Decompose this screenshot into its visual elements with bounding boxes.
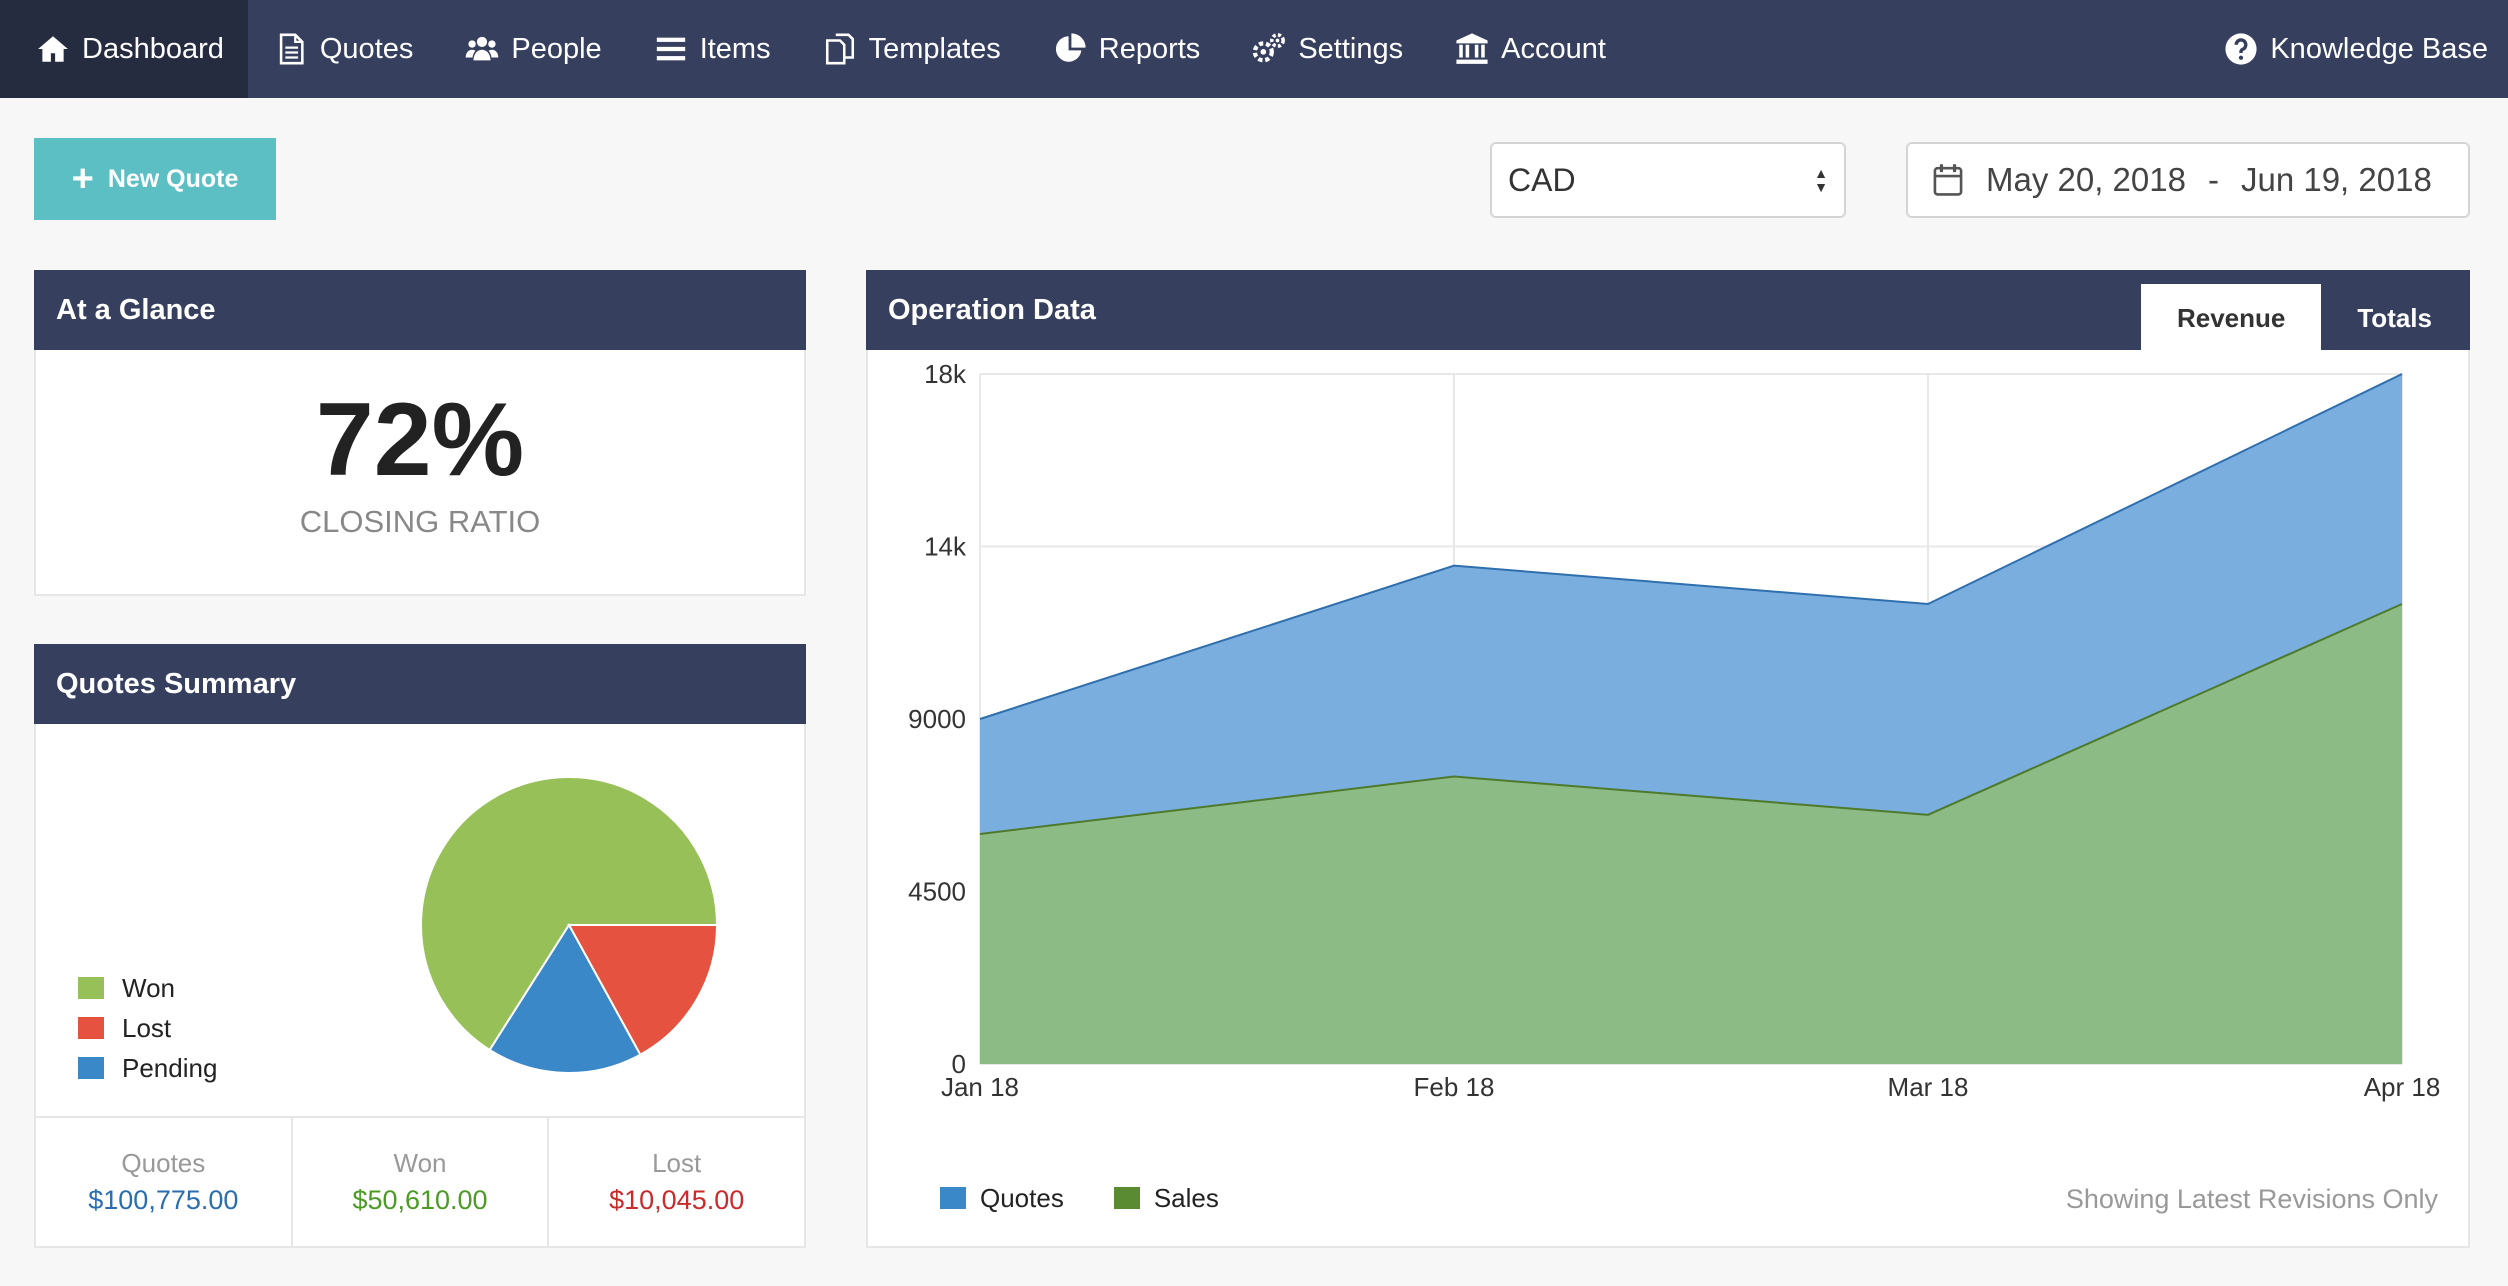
stat-won: Won $50,610.00: [293, 1118, 550, 1246]
area-quotes: [980, 374, 2402, 834]
legend-swatch: [1113, 1187, 1140, 1209]
legend-label: Pending: [122, 1052, 218, 1083]
nav-item-label: Items: [699, 32, 771, 65]
select-arrows-icon: ▲ ▼: [1814, 165, 1828, 195]
bank-icon: [1456, 33, 1488, 64]
document-icon: [279, 33, 304, 65]
x-tick-label: Jan 18: [941, 1072, 1019, 1102]
people-icon: [466, 36, 499, 61]
closing-ratio-label: CLOSING RATIO: [299, 504, 541, 539]
area-sales: [980, 604, 2402, 1064]
chart-legend: Quotes Sales: [940, 1178, 1219, 1218]
nav-item-reports[interactable]: Reports: [1027, 0, 1227, 98]
nav-item-account[interactable]: Account: [1429, 0, 1632, 98]
nav-item-dashboard[interactable]: Dashboard: [0, 0, 248, 98]
new-quote-button[interactable]: + New Quote: [34, 138, 276, 220]
y-tick-label: 4500: [908, 877, 966, 907]
stat-quotes: Quotes $100,775.00: [36, 1118, 293, 1246]
nav-item-people[interactable]: People: [439, 0, 627, 98]
nav-item-label: People: [511, 32, 602, 65]
stat-value: $10,045.00: [609, 1185, 745, 1215]
stat-value: $50,610.00: [352, 1185, 488, 1215]
nav-item-templates[interactable]: Templates: [797, 0, 1027, 98]
nav-item-quotes[interactable]: Quotes: [248, 0, 440, 98]
nav-item-label: Knowledge Base: [2270, 32, 2488, 65]
date-to: Jun 19, 2018: [2240, 161, 2432, 198]
nav-item-label: Account: [1501, 32, 1606, 65]
panel-title: At a Glance: [34, 270, 806, 350]
legend-label: Lost: [122, 1012, 172, 1043]
operation-area-chart: 0 4500 9000 14k 18k Jan 18 Feb 18 Mar 18 Apr 18: [908, 359, 2441, 1102]
legend-swatch: [78, 1017, 104, 1039]
y-tick-label: 18k: [924, 359, 967, 389]
panel-title: Quotes Summary: [34, 644, 806, 724]
stat-label: Lost: [652, 1148, 702, 1178]
legend-label: Quotes: [980, 1182, 1064, 1213]
y-tick-label: 9000: [908, 704, 966, 734]
nav-item-label: Templates: [868, 32, 1001, 65]
legend-item-won: Won: [78, 968, 217, 1008]
line-sales: [979, 603, 2403, 835]
y-tick-label: 14k: [924, 532, 967, 562]
summary-stats: Quotes $100,775.00 Won $50,610.00 Lost $…: [36, 1116, 804, 1246]
at-a-glance-panel: At a Glance 72% CLOSING RATIO: [34, 270, 806, 596]
closing-ratio-value: 72%: [315, 382, 525, 498]
nav-item-label: Quotes: [319, 32, 414, 65]
pie-slice-lost: [567, 924, 719, 1057]
nav-item-items[interactable]: Items: [628, 0, 797, 98]
chart-tabs: Revenue Totals: [2140, 284, 2468, 352]
date-from: May 20, 2018: [1986, 161, 2186, 198]
gears-icon: [1253, 33, 1286, 63]
new-quote-label: New Quote: [107, 164, 239, 193]
quotes-summary-panel: Quotes Summary Won Lost Pending Quotes $…: [34, 644, 806, 1248]
tab-revenue[interactable]: Revenue: [2140, 284, 2322, 352]
legend-item-sales: Sales: [1113, 1178, 1219, 1218]
legend-swatch: [940, 1187, 966, 1209]
legend-swatch: [78, 1057, 104, 1079]
top-navigation: Dashboard Quotes People Items Templates …: [0, 0, 2508, 98]
operation-data-panel: Operation Data Revenue Totals 0 4500 9000 1…: [866, 270, 2470, 1248]
list-icon: [656, 37, 685, 61]
x-tick-label: Mar 18: [1888, 1072, 1969, 1102]
x-tick-label: Apr 18: [2364, 1072, 2441, 1102]
currency-select[interactable]: CAD ▲ ▼: [1490, 142, 1846, 218]
nav-item-label: Dashboard: [82, 32, 224, 65]
calendar-icon: [1933, 164, 1963, 196]
date-range-picker[interactable]: May 20, 2018 - Jun 19, 2018: [1906, 142, 2470, 218]
nav-item-label: Reports: [1098, 32, 1201, 65]
stat-label: Won: [393, 1148, 447, 1178]
legend-label: Sales: [1153, 1182, 1219, 1213]
pie-chart-icon: [1055, 33, 1086, 62]
pie-legend: Won Lost Pending: [78, 968, 217, 1088]
tab-totals[interactable]: Totals: [2357, 302, 2432, 333]
question-circle-icon: [2225, 33, 2257, 65]
legend-label: Won: [122, 972, 175, 1003]
x-tick-label: Feb 18: [1414, 1072, 1495, 1102]
date-separator: -: [2207, 161, 2219, 198]
legend-item-pending: Pending: [78, 1048, 217, 1088]
stat-value: $100,775.00: [88, 1185, 239, 1215]
line-quotes: [979, 373, 2403, 720]
pie-slice-won: [420, 776, 719, 1052]
home-icon: [38, 36, 68, 62]
stat-label: Quotes: [121, 1148, 206, 1178]
nav-item-label: Settings: [1298, 32, 1404, 65]
legend-swatch: [78, 977, 104, 999]
nav-item-knowledge-base[interactable]: Knowledge Base: [2198, 0, 2508, 98]
nav-item-settings[interactable]: Settings: [1226, 0, 1429, 98]
y-tick-label: 0: [952, 1049, 966, 1079]
templates-icon: [825, 33, 854, 65]
stat-lost: Lost $10,045.00: [549, 1118, 804, 1246]
legend-item-quotes: Quotes: [940, 1178, 1064, 1218]
legend-item-lost: Lost: [78, 1008, 217, 1048]
quotes-pie-chart: [396, 752, 742, 1098]
currency-value: CAD: [1508, 161, 1576, 198]
revision-note: Showing Latest Revisions Only: [2065, 1184, 2438, 1214]
plus-icon: +: [71, 158, 94, 200]
pie-slice-pending: [488, 923, 642, 1074]
